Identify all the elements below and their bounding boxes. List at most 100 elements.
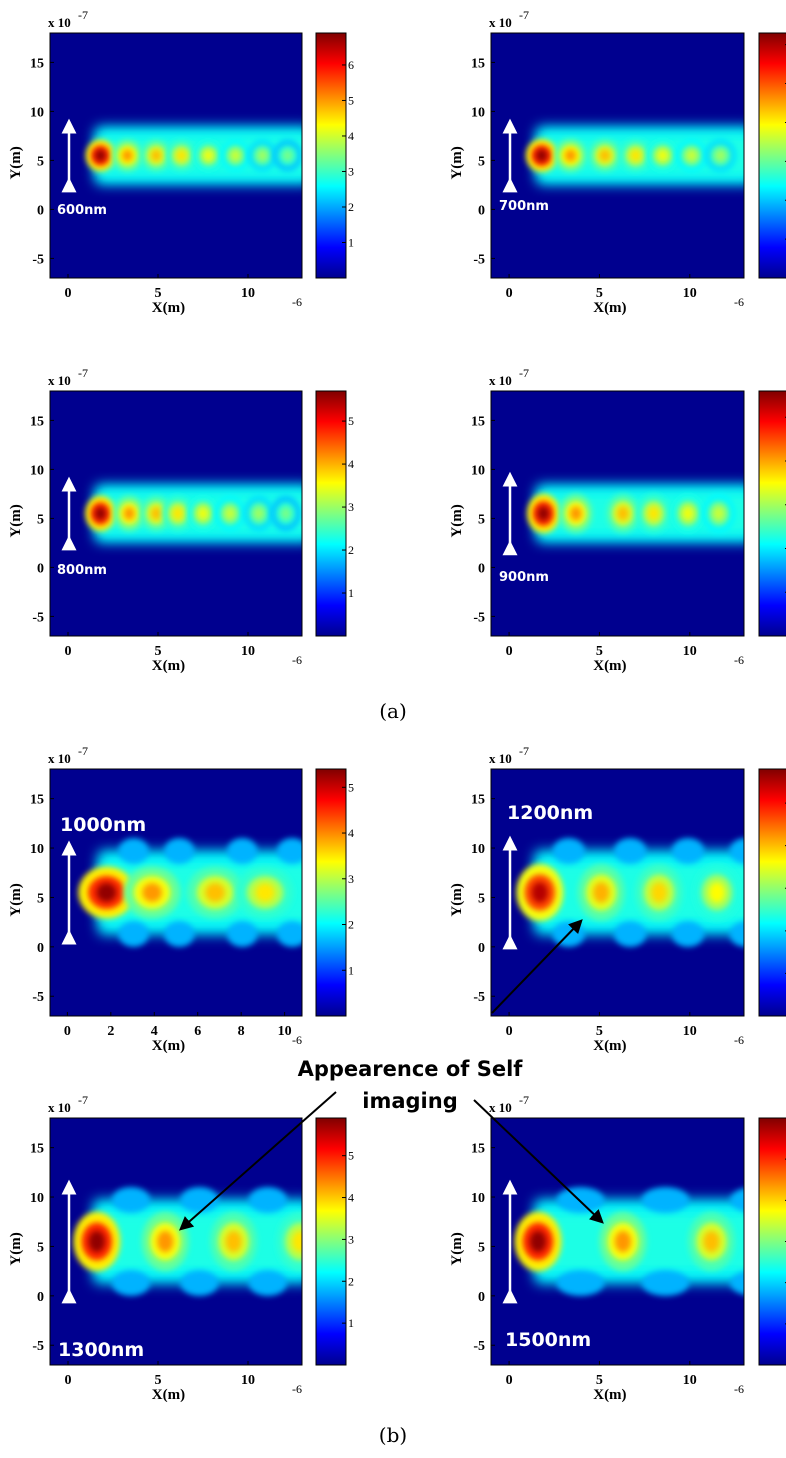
wavelength-label: 1300nm [58,1339,144,1361]
side-lobe [730,1271,744,1295]
y-exponent: x 10 [489,751,512,766]
x-tick-label: 10 [241,286,255,301]
y-tick-label: 5 [37,154,44,169]
wavelength-label: 1200nm [507,802,593,824]
colorbar [758,1117,786,1366]
y-tick-label: 10 [471,463,485,478]
x-exponent-power: -6 [734,295,744,309]
colorbar [758,390,786,637]
side-lobe [164,838,195,864]
annotation-arrow-to-1200nm [491,919,583,1014]
y-tick-label: 15 [30,414,44,429]
heatmap-panel-1300nm: 1300nm 0 5 10 15 10 5 0 -5 X(m) Y(m) x 10 -7 -6 1 2 3 4 5 [8,1093,354,1403]
y-axis-label: Y(m) [449,504,465,537]
side-lobe [671,921,705,947]
x-tick-label: 0 [65,286,72,301]
y-tick-label: -5 [473,252,485,267]
y-tick-label: 5 [37,1240,44,1255]
y-exponent-power: -7 [519,744,529,758]
hotspot-peak [224,507,236,520]
x-tick-label: 10 [241,644,255,659]
colorbar-tick-label: 1 [348,235,354,249]
x-axis-label: X(m) [593,658,626,674]
hotspot-peak [529,1230,547,1253]
x-tick-label: 0 [65,1373,72,1388]
y-tick-label: -5 [473,1339,485,1354]
y-tick-label: -5 [32,990,44,1005]
colorbar-tick-label: 3 [348,1232,354,1246]
y-tick-label: 0 [478,203,485,218]
y-tick-label: 5 [37,512,44,527]
colorbar-tick-label: 5 [348,780,354,794]
side-lobe [118,838,149,864]
hotspot-peak [88,1230,105,1253]
wavelength-label: 1500nm [505,1329,591,1351]
intensity-field [78,838,302,947]
x-axis-label: X(m) [593,300,626,316]
side-lobe [552,838,585,864]
y-tick-label: 10 [30,463,44,478]
y-exponent-power: -7 [78,366,88,380]
hotspot-peak [686,149,698,162]
wavelength-label: 700nm [499,199,549,214]
colorbar [758,768,786,1017]
wavelength-label: 1000nm [60,814,146,836]
y-tick-label: -5 [32,610,44,625]
heatmap-panel-600nm: 600nm 0 5 10 15 10 5 0 -5 X(m) Y(m) x 10 -7 -6 1 2 3 4 5 6 [8,8,354,316]
hotspot-peak [537,506,550,521]
y-tick-label: 10 [30,105,44,120]
side-lobe [556,1270,605,1296]
intensity-field [85,126,302,185]
x-tick-label: 5 [155,644,162,659]
hotspot-peak [647,506,660,521]
hotspot-peak [565,149,576,162]
y-exponent-power: -7 [519,1093,529,1107]
x-axis-label: X(m) [593,1387,626,1403]
intensity-field [525,126,744,185]
wavelength-label: 600nm [57,203,107,218]
colorbar-tick-label: 4 [348,129,354,143]
side-lobe [641,1187,690,1213]
x-tick-label: 5 [596,1373,603,1388]
x-axis-label: X(m) [152,300,185,316]
axes-frame [490,390,745,637]
y-tick-label: 10 [471,105,485,120]
x-tick-label: 6 [194,1024,201,1039]
hotspot-peak [715,149,726,162]
x-exponent-power: -6 [734,1382,744,1396]
hotspot-peak [255,883,275,902]
x-tick-label: 8 [238,1024,245,1039]
colorbar [315,390,347,637]
colorbar-tick-label: 2 [348,543,354,557]
x-tick-label: 4 [151,1024,158,1039]
colorbar-tick-label: 3 [348,164,354,178]
x-exponent-power: -6 [292,295,302,309]
y-axis-label: Y(m) [8,146,24,179]
side-lobe [730,1188,744,1212]
colorbar [315,768,347,1017]
colorbar-tick-label: 2 [348,1274,354,1288]
side-lobe [277,921,302,947]
axes-frame [49,390,303,637]
y-axis-label: Y(m) [449,1232,465,1265]
colorbar-tick-label: 6 [348,58,354,72]
x-tick-label: 5 [155,1373,162,1388]
x-tick-label: 0 [506,1373,513,1388]
hotspot-peak [203,149,214,162]
y-tick-label: 5 [478,1240,485,1255]
axes-frame [490,1117,745,1366]
y-exponent: x 10 [48,751,71,766]
side-lobe [111,1187,151,1213]
x-exponent-power: -6 [734,653,744,667]
y-tick-label: 0 [37,561,44,576]
x-tick-label: 5 [596,1024,603,1039]
y-axis-label: Y(m) [8,1232,24,1265]
x-tick-label: 0 [506,644,513,659]
hotspot-peak [123,507,135,520]
annotation-arrow-to-1500nm [473,1099,604,1224]
x-tick-label: 10 [683,286,697,301]
